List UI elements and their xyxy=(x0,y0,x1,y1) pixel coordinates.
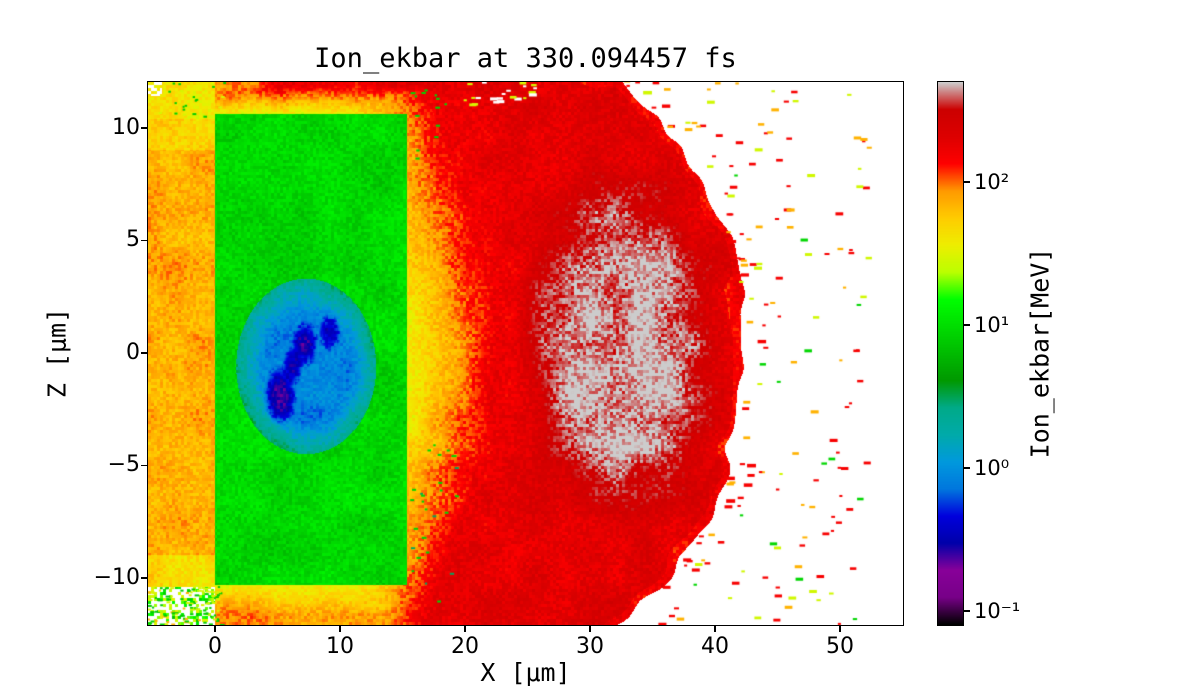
colorbar xyxy=(937,81,964,626)
y-tick xyxy=(141,239,147,242)
x-tick xyxy=(214,626,216,632)
colorbar-tick-label: 10⁰ xyxy=(974,456,1010,481)
plot-title: Ion_ekbar at 330.094457 fs xyxy=(314,43,737,74)
x-tick xyxy=(714,626,716,632)
x-tick xyxy=(589,626,591,632)
x-tick-label: 50 xyxy=(826,634,854,659)
colorbar-canvas xyxy=(938,82,963,625)
colorbar-tick-label: 10² xyxy=(974,169,1010,194)
plot-frame xyxy=(147,81,904,626)
colorbar-tick-label: 10⁻¹ xyxy=(974,599,1021,624)
y-tick xyxy=(141,577,147,579)
y-tick-label: 5 xyxy=(126,227,140,253)
y-tick xyxy=(141,127,147,129)
y-tick-label: 0 xyxy=(126,339,140,365)
y-tick-label: 10 xyxy=(112,114,140,140)
y-axis-label: Z [μm] xyxy=(42,307,72,399)
x-tick xyxy=(464,626,466,632)
y-tick-label: −5 xyxy=(107,452,140,478)
colorbar-tick-label: 10¹ xyxy=(974,313,1010,338)
x-tick-label: 10 xyxy=(326,634,354,659)
colorbar-tick xyxy=(964,324,970,326)
y-tick-label: −10 xyxy=(93,564,140,590)
y-tick xyxy=(141,352,147,354)
colorbar-label: Ion_ekbar[MeV] xyxy=(1025,247,1055,459)
heatmap-canvas xyxy=(148,82,903,625)
x-tick-label: 30 xyxy=(576,634,604,659)
x-axis-label: X [μm] xyxy=(480,658,571,687)
colorbar-tick xyxy=(964,181,970,183)
x-tick-label: 0 xyxy=(208,634,222,659)
x-tick xyxy=(339,626,341,632)
colorbar-tick xyxy=(964,610,970,612)
x-tick-label: 20 xyxy=(451,634,479,659)
y-tick xyxy=(141,464,147,467)
x-tick-label: 40 xyxy=(701,634,729,659)
colorbar-tick xyxy=(964,467,970,469)
x-tick xyxy=(839,626,841,632)
